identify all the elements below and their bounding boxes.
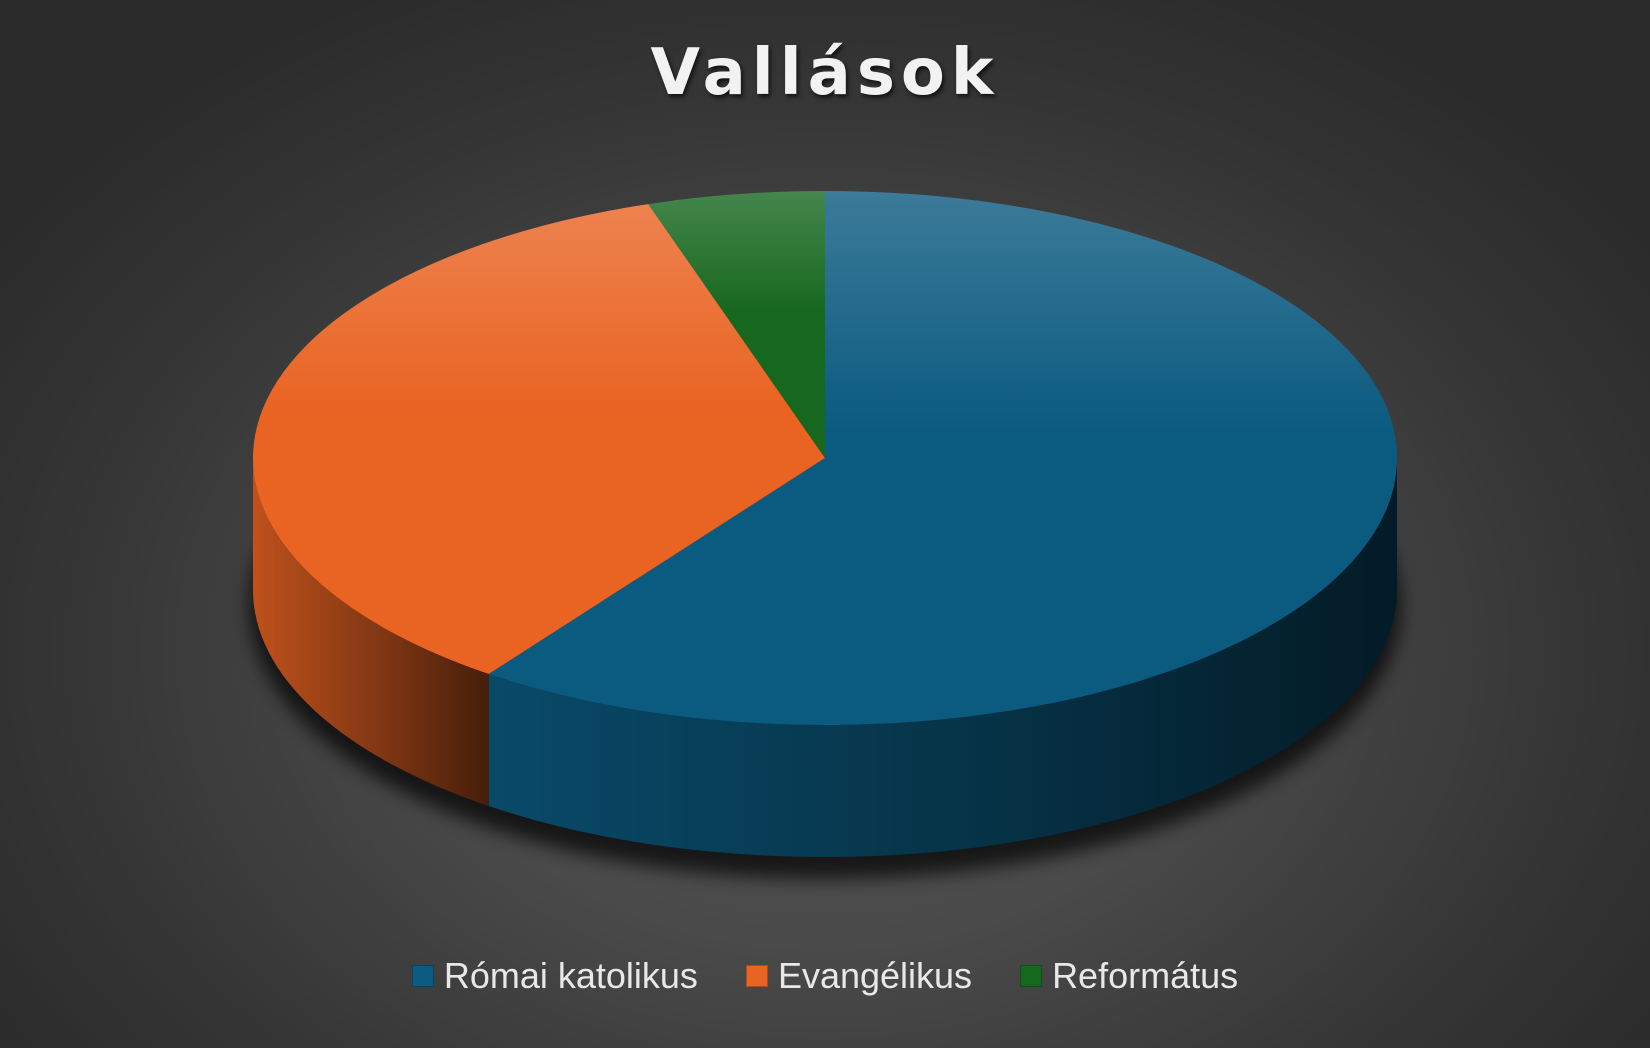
legend-item-0: Római katolikus: [411, 955, 698, 997]
pie-slice-0: [488, 191, 1397, 725]
legend-item-1: Evangélikus: [745, 955, 973, 997]
pie-slice-side-1: [253, 458, 489, 807]
legend-item-2: Református: [1020, 955, 1238, 997]
pie-slice-side-0: [488, 458, 1397, 857]
legend-swatch-0: [411, 965, 434, 987]
pie-slice-1: [253, 204, 826, 675]
legend-label-1: Evangélikus: [777, 955, 973, 996]
legend-swatch-1: [745, 965, 768, 987]
legend-swatch-2: [1020, 965, 1043, 987]
chart-title: Vallások: [650, 36, 1000, 110]
pie-slice-2: [648, 191, 825, 458]
legend: Római katolikus Evangélikus Református: [0, 955, 1650, 997]
legend-label-2: Református: [1052, 955, 1239, 996]
legend-label-0: Római katolikus: [443, 955, 698, 996]
